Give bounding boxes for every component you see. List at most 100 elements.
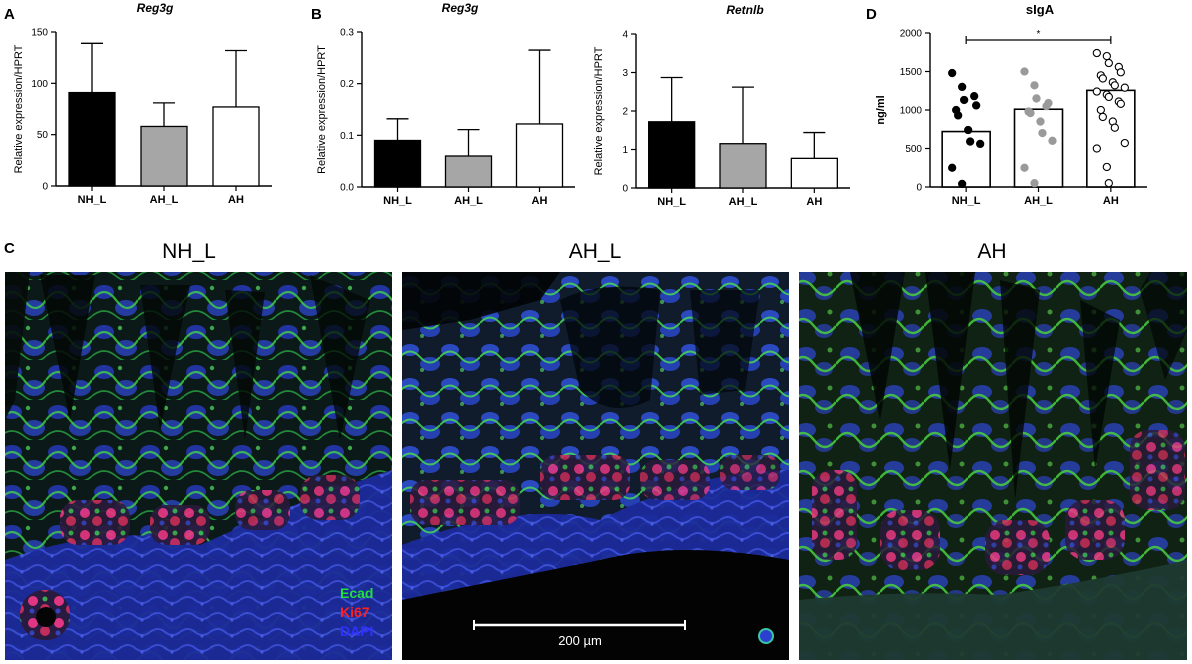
data-point — [1104, 178, 1113, 188]
bar — [515, 123, 564, 188]
data-point — [1020, 163, 1029, 172]
chart-title: Reg3g — [442, 1, 479, 15]
data-point — [948, 163, 957, 172]
data-point — [1044, 98, 1053, 108]
x-tick-label: NH_L — [383, 195, 412, 207]
chart-siga: sIgA ng/ml 0 500 1000 1500 2000 NH_L AH_L AH * — [875, 2, 1147, 207]
x-tick-label: NH_L — [78, 194, 107, 206]
data-point — [954, 111, 963, 120]
data-point — [976, 139, 985, 149]
significance-marker: * — [1037, 29, 1041, 40]
chart-retnlb: Retnlb Relative expression/HPRT 0 1 2 3 4 NH_L A… — [593, 3, 850, 208]
micrograph-title-ah: AH — [977, 240, 1006, 263]
chart-reg3g-a: Reg3g Relative expression/HPRT 0 50 100 150 NH… — [13, 1, 272, 206]
micrograph-ah-l — [402, 272, 789, 660]
y-tick-label: 0.0 — [340, 183, 354, 194]
y-tick-label: 1 — [622, 145, 628, 156]
data-point — [958, 179, 967, 189]
y-tick-label: 2 — [622, 107, 628, 118]
y-tick-label: 1500 — [900, 67, 923, 78]
data-point — [1092, 87, 1101, 96]
x-tick-label: AH_L — [1024, 195, 1053, 207]
micrograph-ah — [799, 272, 1187, 660]
bar — [648, 121, 696, 189]
y-tick-label: 500 — [905, 144, 922, 155]
x-tick-label: NH_L — [952, 195, 981, 207]
panel-label-c: C — [4, 240, 15, 257]
x-tick-label: NH_L — [657, 196, 686, 208]
panel-label-a: A — [4, 6, 15, 23]
legend-dapi: DAPI — [340, 623, 373, 639]
bar — [212, 106, 260, 187]
x-tick-label: AH — [228, 194, 244, 206]
data-point — [966, 137, 975, 146]
micrograph-title-nh-l: NH_L — [162, 240, 216, 263]
legend-ki67: Ki67 — [340, 604, 370, 620]
data-point — [1038, 128, 1047, 138]
data-point — [1030, 178, 1039, 188]
data-point — [1120, 138, 1129, 148]
data-point — [1030, 81, 1039, 90]
panel-label-d: D — [866, 6, 877, 23]
y-tick-label: 2000 — [900, 29, 923, 40]
data-point — [1104, 58, 1113, 68]
data-point — [1092, 48, 1101, 58]
x-tick-label: AH_L — [150, 194, 179, 206]
y-tick-label: 0 — [42, 182, 48, 193]
data-point — [1102, 51, 1111, 61]
data-point — [1096, 105, 1105, 115]
x-tick-label: AH_L — [454, 195, 483, 207]
data-point — [948, 68, 957, 78]
y-axis-label: Relative expression/HPRT — [316, 45, 328, 174]
data-point — [972, 101, 981, 110]
data-point — [1098, 74, 1107, 83]
data-point — [1120, 83, 1129, 92]
y-axis-label: Relative expression/HPRT — [593, 46, 605, 175]
y-axis-label: Relative expression/HPRT — [13, 44, 25, 173]
data-point — [1092, 144, 1101, 153]
y-tick-label: 0.3 — [340, 28, 354, 39]
data-point — [1026, 108, 1035, 118]
data-point — [1098, 112, 1107, 122]
chart-title: Retnlb — [726, 3, 763, 17]
panel-label-b: B — [311, 6, 322, 23]
y-tick-label: 50 — [37, 130, 49, 141]
y-tick-label: 4 — [622, 30, 628, 41]
x-tick-label: AH_L — [729, 196, 758, 208]
bar — [444, 155, 493, 188]
y-tick-label: 0.1 — [340, 131, 354, 142]
data-point — [1048, 136, 1057, 145]
y-tick-label: 3 — [622, 68, 628, 79]
data-point — [1110, 81, 1119, 90]
data-point — [1116, 68, 1125, 77]
data-point — [1036, 117, 1045, 126]
bar — [373, 139, 422, 188]
data-point — [1104, 92, 1113, 102]
bar — [68, 91, 116, 187]
legend-ecad: Ecad — [340, 585, 373, 601]
data-point — [1032, 94, 1041, 103]
chart-title: sIgA — [1026, 2, 1055, 17]
y-tick-label: 1000 — [900, 106, 923, 117]
y-tick-label: 150 — [31, 28, 48, 39]
y-tick-label: 100 — [31, 79, 48, 90]
bar — [1086, 89, 1136, 188]
x-tick-label: AH — [1103, 195, 1119, 207]
x-tick-label: AH — [532, 195, 548, 207]
data-point — [964, 125, 973, 135]
micrograph-title-ah-l: AH_L — [569, 240, 622, 263]
chart-title: Reg3g — [137, 1, 174, 15]
scale-bar — [473, 620, 686, 630]
y-tick-label: 0 — [622, 184, 628, 195]
data-point — [1110, 123, 1119, 132]
chart-reg3g-b: Reg3g Relative expression/HPRT 0.0 0.1 0.2 0.… — [316, 1, 575, 207]
bar — [941, 130, 991, 188]
y-tick-label: 0.2 — [340, 79, 354, 90]
x-tick-label: AH — [806, 196, 822, 208]
y-tick-label: 0 — [916, 183, 922, 194]
data-point — [1102, 162, 1111, 172]
y-axis-label: ng/ml — [875, 95, 887, 124]
scale-bar-label: 200 µm — [558, 633, 602, 648]
data-point — [1116, 99, 1125, 108]
